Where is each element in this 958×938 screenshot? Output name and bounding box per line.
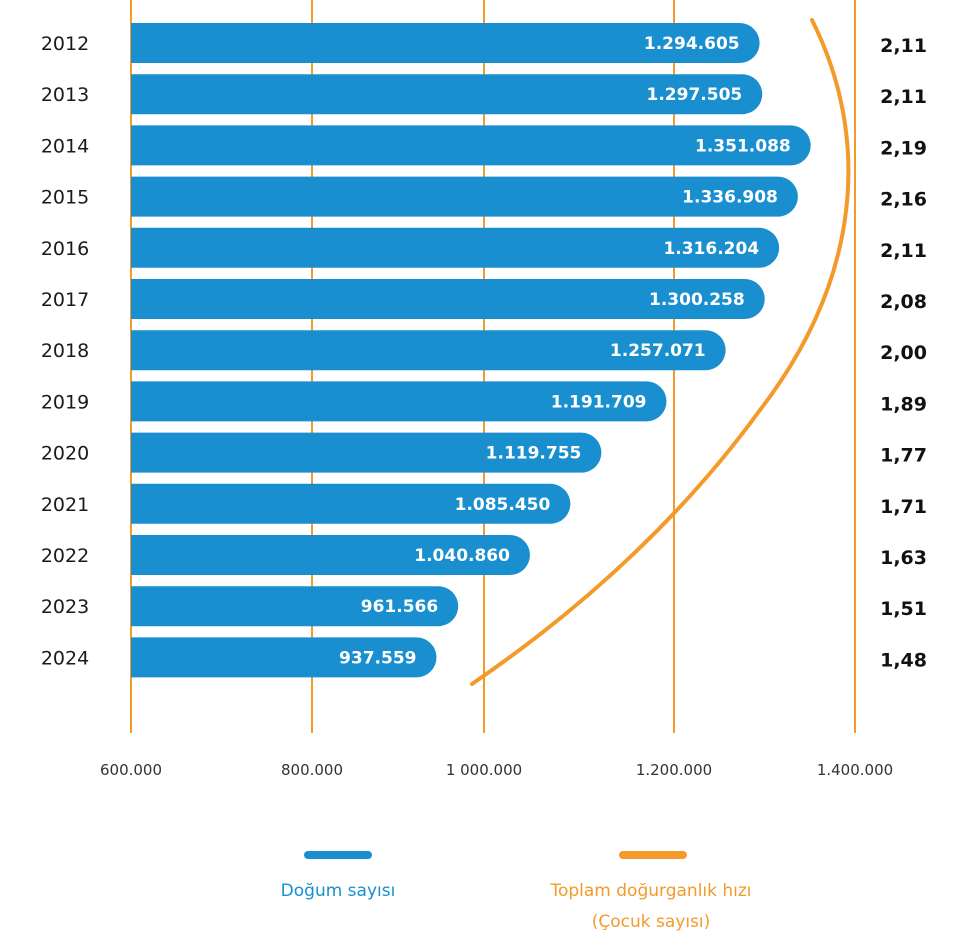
- bar-value-label: 1.300.258: [649, 290, 745, 310]
- x-tick-label: 600.000: [100, 761, 162, 779]
- legend-label-fertility-unit: (Çocuk sayısı): [592, 912, 711, 932]
- bar-value-label: 1.336.908: [682, 188, 778, 208]
- bars: 1.294.605 1.297.505 1.351.088 1.336.908 1.31…: [131, 23, 811, 678]
- fertility-rate-label: 2,11: [880, 35, 927, 57]
- year-label: 2024: [41, 647, 89, 669]
- fertility-rate-label: 2,00: [880, 342, 927, 364]
- legend-label-births: Doğum sayısı: [281, 881, 396, 901]
- bar-value-label: 1.257.071: [610, 341, 706, 361]
- bar: [131, 535, 530, 575]
- bar-value-label: 1.316.204: [663, 239, 759, 259]
- bar: [131, 586, 459, 627]
- bar-value-label: 1.351.088: [695, 136, 791, 156]
- fertility-rate-line: [470, 18, 851, 686]
- fertility-rate-label: 2,19: [880, 137, 927, 159]
- x-tick-label: 800.000: [281, 761, 343, 779]
- fertility-rate-label: 1,51: [880, 598, 927, 620]
- bar: [131, 23, 760, 63]
- fertility-rate-label: 2,11: [880, 86, 927, 108]
- fertility-rate-labels: 2,11 2,11 2,19 2,16 2,11 2,08 2,00 1,89 1,77 1,71…: [880, 35, 927, 671]
- year-label: 2017: [41, 289, 89, 311]
- bar: [131, 125, 811, 166]
- year-label: 2022: [41, 545, 89, 567]
- legend: Doğum sayısı Toplam doğurganlık hızı (Ço…: [281, 851, 752, 932]
- year-labels: 2012 2013 2014 2015 2016 2017 2018 2019 2020 2021…: [41, 33, 89, 669]
- fertility-rate-label: 1,77: [880, 445, 927, 467]
- bar-value-label: 1.191.709: [551, 392, 647, 412]
- fertility-curve: [470, 18, 851, 686]
- fertility-rate-label: 1,71: [880, 496, 927, 518]
- bar-value-label: 1.297.505: [647, 85, 743, 105]
- year-label: 2016: [41, 238, 89, 260]
- fertility-rate-label: 2,16: [880, 189, 927, 211]
- bar-value-label: 1.085.450: [455, 495, 551, 515]
- x-tick-label: 1 000.000: [446, 761, 522, 779]
- year-label: 2015: [41, 187, 89, 209]
- x-tick-label: 1.400.000: [817, 761, 893, 779]
- fertility-rate-label: 2,11: [880, 240, 927, 262]
- bar-value-label: 1.294.605: [644, 34, 740, 54]
- bar: [131, 330, 726, 371]
- year-label: 2023: [41, 596, 89, 618]
- year-label: 2019: [41, 391, 89, 413]
- bar-value-label: 937.559: [339, 648, 416, 668]
- bar: [131, 483, 571, 524]
- bar: [131, 637, 437, 678]
- year-label: 2013: [41, 84, 89, 106]
- fertility-rate-label: 1,63: [880, 547, 927, 569]
- year-label: 2018: [41, 340, 89, 362]
- fertility-rate-label: 2,08: [880, 291, 927, 313]
- bar-value-label: 1.040.860: [414, 546, 510, 566]
- bar-value-label: 961.566: [361, 597, 438, 617]
- fertility-rate-label: 1,89: [880, 393, 927, 415]
- year-label: 2021: [41, 494, 89, 516]
- fertility-rate-label: 1,48: [880, 649, 927, 671]
- x-tick-label: 1.200.000: [636, 761, 712, 779]
- year-label: 2014: [41, 135, 89, 157]
- year-label: 2012: [41, 33, 89, 55]
- x-axis-ticks: 600.000 800.000 1 000.000 1.200.000 1.400.00…: [100, 761, 893, 779]
- bar: [131, 176, 798, 217]
- bar: [131, 432, 602, 473]
- bar: [131, 227, 780, 268]
- bar: [131, 381, 667, 422]
- legend-label-fertility: Toplam doğurganlık hızı: [549, 881, 751, 901]
- bar-value-label: 1.119.755: [486, 444, 582, 464]
- bar: [131, 74, 763, 115]
- year-label: 2020: [41, 443, 89, 465]
- bar: [131, 279, 765, 319]
